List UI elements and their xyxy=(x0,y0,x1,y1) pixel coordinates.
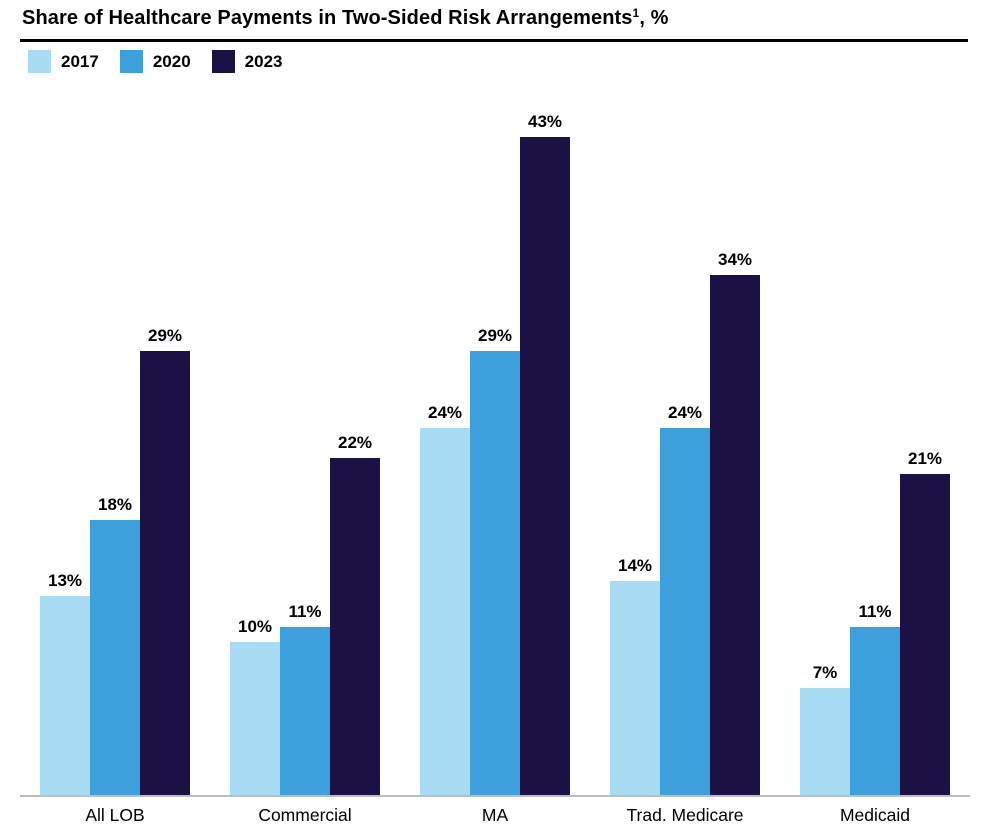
x-axis-baseline xyxy=(20,795,970,797)
bar-2017-commercial xyxy=(230,642,280,795)
value-label-2020-commercial: 11% xyxy=(288,602,322,621)
bar-2023-medicaid xyxy=(900,474,950,795)
category-label-commercial: Commercial xyxy=(258,805,352,825)
bar-group-ma: 24% 29% 43% xyxy=(420,112,570,795)
bar-cell-2020-medicaid: 11% xyxy=(850,602,900,795)
bar-2020-ma xyxy=(470,351,520,795)
value-label-2020-all-lob: 18% xyxy=(97,495,133,514)
legend-swatch-2017 xyxy=(28,50,51,73)
bar-cell-2020-commercial: 11% xyxy=(280,602,330,795)
bar-2020-commercial xyxy=(280,627,330,795)
bar-2023-all-lob xyxy=(140,351,190,795)
bar-chart-plot-area: 13% 18% 29% 10% 11% 22% 24% 29% 43% 14% 24% 34% 7% 11… xyxy=(0,85,990,797)
chart-title: Share of Healthcare Payments in Two-Side… xyxy=(22,6,970,30)
bar-cell-2017-ma: 24% xyxy=(420,403,470,795)
bar-cell-2017-medicaid: 7% xyxy=(800,663,850,795)
bar-group-trad-medicare: 14% 24% 34% xyxy=(610,250,760,795)
bar-cell-2020-trad-medicare: 24% xyxy=(660,403,710,795)
legend: 2017 2020 2023 xyxy=(28,50,303,73)
value-label-2023-all-lob: 29% xyxy=(147,326,183,345)
category-label-medicaid: Medicaid xyxy=(839,805,911,825)
bar-2017-trad-medicare xyxy=(610,581,660,795)
legend-swatch-2023 xyxy=(211,50,235,73)
value-label-2020-trad-medicare: 24% xyxy=(667,403,703,422)
bar-group-medicaid: 7% 11% 21% xyxy=(800,449,950,795)
footnote-marker: 1 xyxy=(632,6,640,20)
value-label-2017-commercial: 10% xyxy=(237,617,273,636)
legend-item-2020: 2020 xyxy=(119,50,191,73)
bar-2020-medicaid xyxy=(850,627,900,795)
category-label-trad-medicare: Trad. Medicare xyxy=(626,805,744,825)
bar-group-all-lob: 13% 18% 29% xyxy=(40,326,190,795)
bar-2020-trad-medicare xyxy=(660,428,710,795)
legend-label: 2020 xyxy=(152,51,191,71)
category-label-all-lob: All LOB xyxy=(85,805,145,825)
value-label-2017-medicaid: 7% xyxy=(812,663,838,682)
bar-cell-2023-all-lob: 29% xyxy=(140,326,190,795)
legend-item-2017: 2017 xyxy=(28,50,99,73)
bar-group-commercial: 10% 11% 22% xyxy=(230,433,380,795)
bar-cell-2020-all-lob: 18% xyxy=(90,495,140,795)
chart-title-suffix: , % xyxy=(639,7,669,29)
bar-cell-2020-ma: 29% xyxy=(470,326,520,795)
legend-swatch-2020 xyxy=(119,50,143,73)
category-axis-labels: All LOB Commercial MA Trad. Medicare Medicai… xyxy=(0,805,990,829)
bar-cell-2023-ma: 43% xyxy=(520,112,570,795)
value-label-2017-ma: 24% xyxy=(427,403,463,422)
bar-cell-2023-commercial: 22% xyxy=(330,433,380,795)
bar-cell-2017-trad-medicare: 14% xyxy=(610,556,660,795)
value-label-2023-trad-medicare: 34% xyxy=(717,250,753,269)
value-label-2017-all-lob: 13% xyxy=(47,571,83,590)
bar-2017-ma xyxy=(420,428,470,795)
bar-cell-2023-medicaid: 21% xyxy=(900,449,950,795)
bar-cell-2017-all-lob: 13% xyxy=(40,571,90,795)
chart-title-text: Share of Healthcare Payments in Two-Side… xyxy=(22,7,633,29)
bar-cell-2017-commercial: 10% xyxy=(230,617,280,795)
legend-label: 2017 xyxy=(61,51,99,71)
title-divider-rule xyxy=(20,39,968,42)
bar-2017-medicaid xyxy=(800,688,850,795)
bar-2017-all-lob xyxy=(40,596,90,795)
legend-item-2023: 2023 xyxy=(211,50,283,73)
legend-label: 2023 xyxy=(244,51,283,71)
value-label-2023-ma: 43% xyxy=(527,112,563,131)
bar-cell-2023-trad-medicare: 34% xyxy=(710,250,760,795)
value-label-2020-ma: 29% xyxy=(477,326,513,345)
category-label-ma: MA xyxy=(481,805,509,825)
bar-2020-all-lob xyxy=(90,520,140,795)
bar-2023-commercial xyxy=(330,458,380,795)
value-label-2017-trad-medicare: 14% xyxy=(617,556,653,575)
value-label-2023-commercial: 22% xyxy=(337,433,373,452)
value-label-2023-medicaid: 21% xyxy=(907,449,943,468)
bar-2023-trad-medicare xyxy=(710,275,760,795)
value-label-2020-medicaid: 11% xyxy=(858,602,892,621)
bar-2023-ma xyxy=(520,137,570,795)
